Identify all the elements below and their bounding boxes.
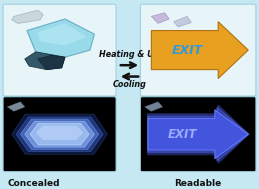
Polygon shape	[20, 119, 99, 149]
Polygon shape	[151, 22, 248, 78]
Text: EXIT: EXIT	[168, 128, 197, 141]
Polygon shape	[12, 10, 43, 23]
Polygon shape	[25, 121, 94, 147]
Text: EXIT: EXIT	[171, 44, 203, 57]
Polygon shape	[151, 13, 169, 23]
Polygon shape	[7, 102, 25, 111]
Text: Heating & UV: Heating & UV	[99, 50, 160, 59]
Text: Concealed: Concealed	[8, 179, 60, 188]
Polygon shape	[36, 125, 83, 140]
Polygon shape	[174, 16, 191, 27]
Polygon shape	[148, 105, 248, 163]
FancyBboxPatch shape	[3, 4, 116, 96]
Polygon shape	[25, 52, 65, 70]
Polygon shape	[148, 110, 248, 159]
Polygon shape	[145, 102, 162, 111]
Polygon shape	[30, 123, 89, 145]
Polygon shape	[27, 19, 94, 57]
Text: Readable: Readable	[175, 179, 222, 188]
Text: Cooling: Cooling	[113, 80, 146, 89]
Polygon shape	[38, 23, 87, 46]
FancyBboxPatch shape	[140, 4, 256, 96]
Polygon shape	[16, 117, 103, 151]
Polygon shape	[38, 55, 65, 70]
FancyBboxPatch shape	[3, 97, 116, 172]
Polygon shape	[148, 108, 248, 161]
Polygon shape	[12, 114, 107, 154]
FancyBboxPatch shape	[140, 97, 256, 172]
